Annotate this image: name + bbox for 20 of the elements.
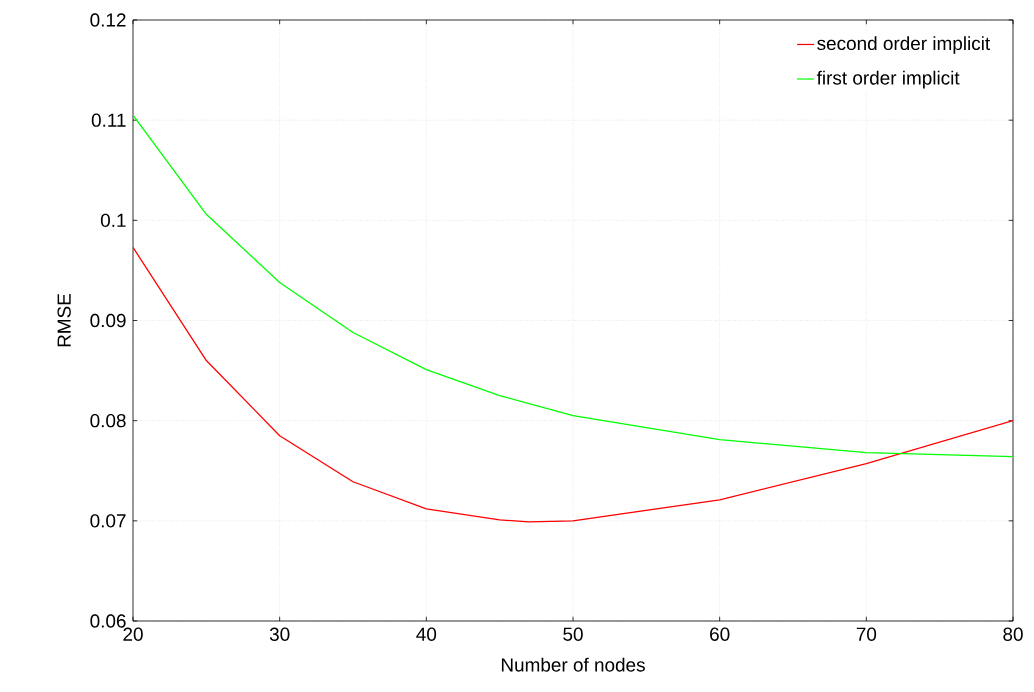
y-tick-label: 0.09: [90, 313, 126, 328]
x-tick-label: 40: [416, 627, 437, 641]
line-series: [133, 114, 1013, 458]
x-tick-label: 30: [269, 627, 290, 641]
x-tick-label: 80: [1003, 627, 1023, 641]
y-axis-title: RMSE: [57, 293, 71, 347]
legend-label: first order implicit: [816, 70, 960, 89]
y-tick-label: 0.1: [100, 213, 126, 228]
y-tick-label: 0.08: [90, 413, 126, 428]
x-tick-label: 20: [123, 627, 143, 641]
y-tick-label: 0.07: [90, 514, 126, 528]
line-series: [133, 246, 1013, 523]
x-tick-label: 70: [856, 627, 877, 641]
y-tick-label: 0.06: [90, 614, 126, 628]
y-tick-label: 0.12: [90, 13, 126, 27]
y-tick-label: 0.11: [91, 113, 126, 127]
x-tick-label: 60: [710, 627, 730, 641]
x-tick-label: 50: [563, 627, 583, 641]
x-axis-title: Number of nodes: [501, 657, 645, 672]
legend-label: second order implicit: [817, 36, 991, 54]
